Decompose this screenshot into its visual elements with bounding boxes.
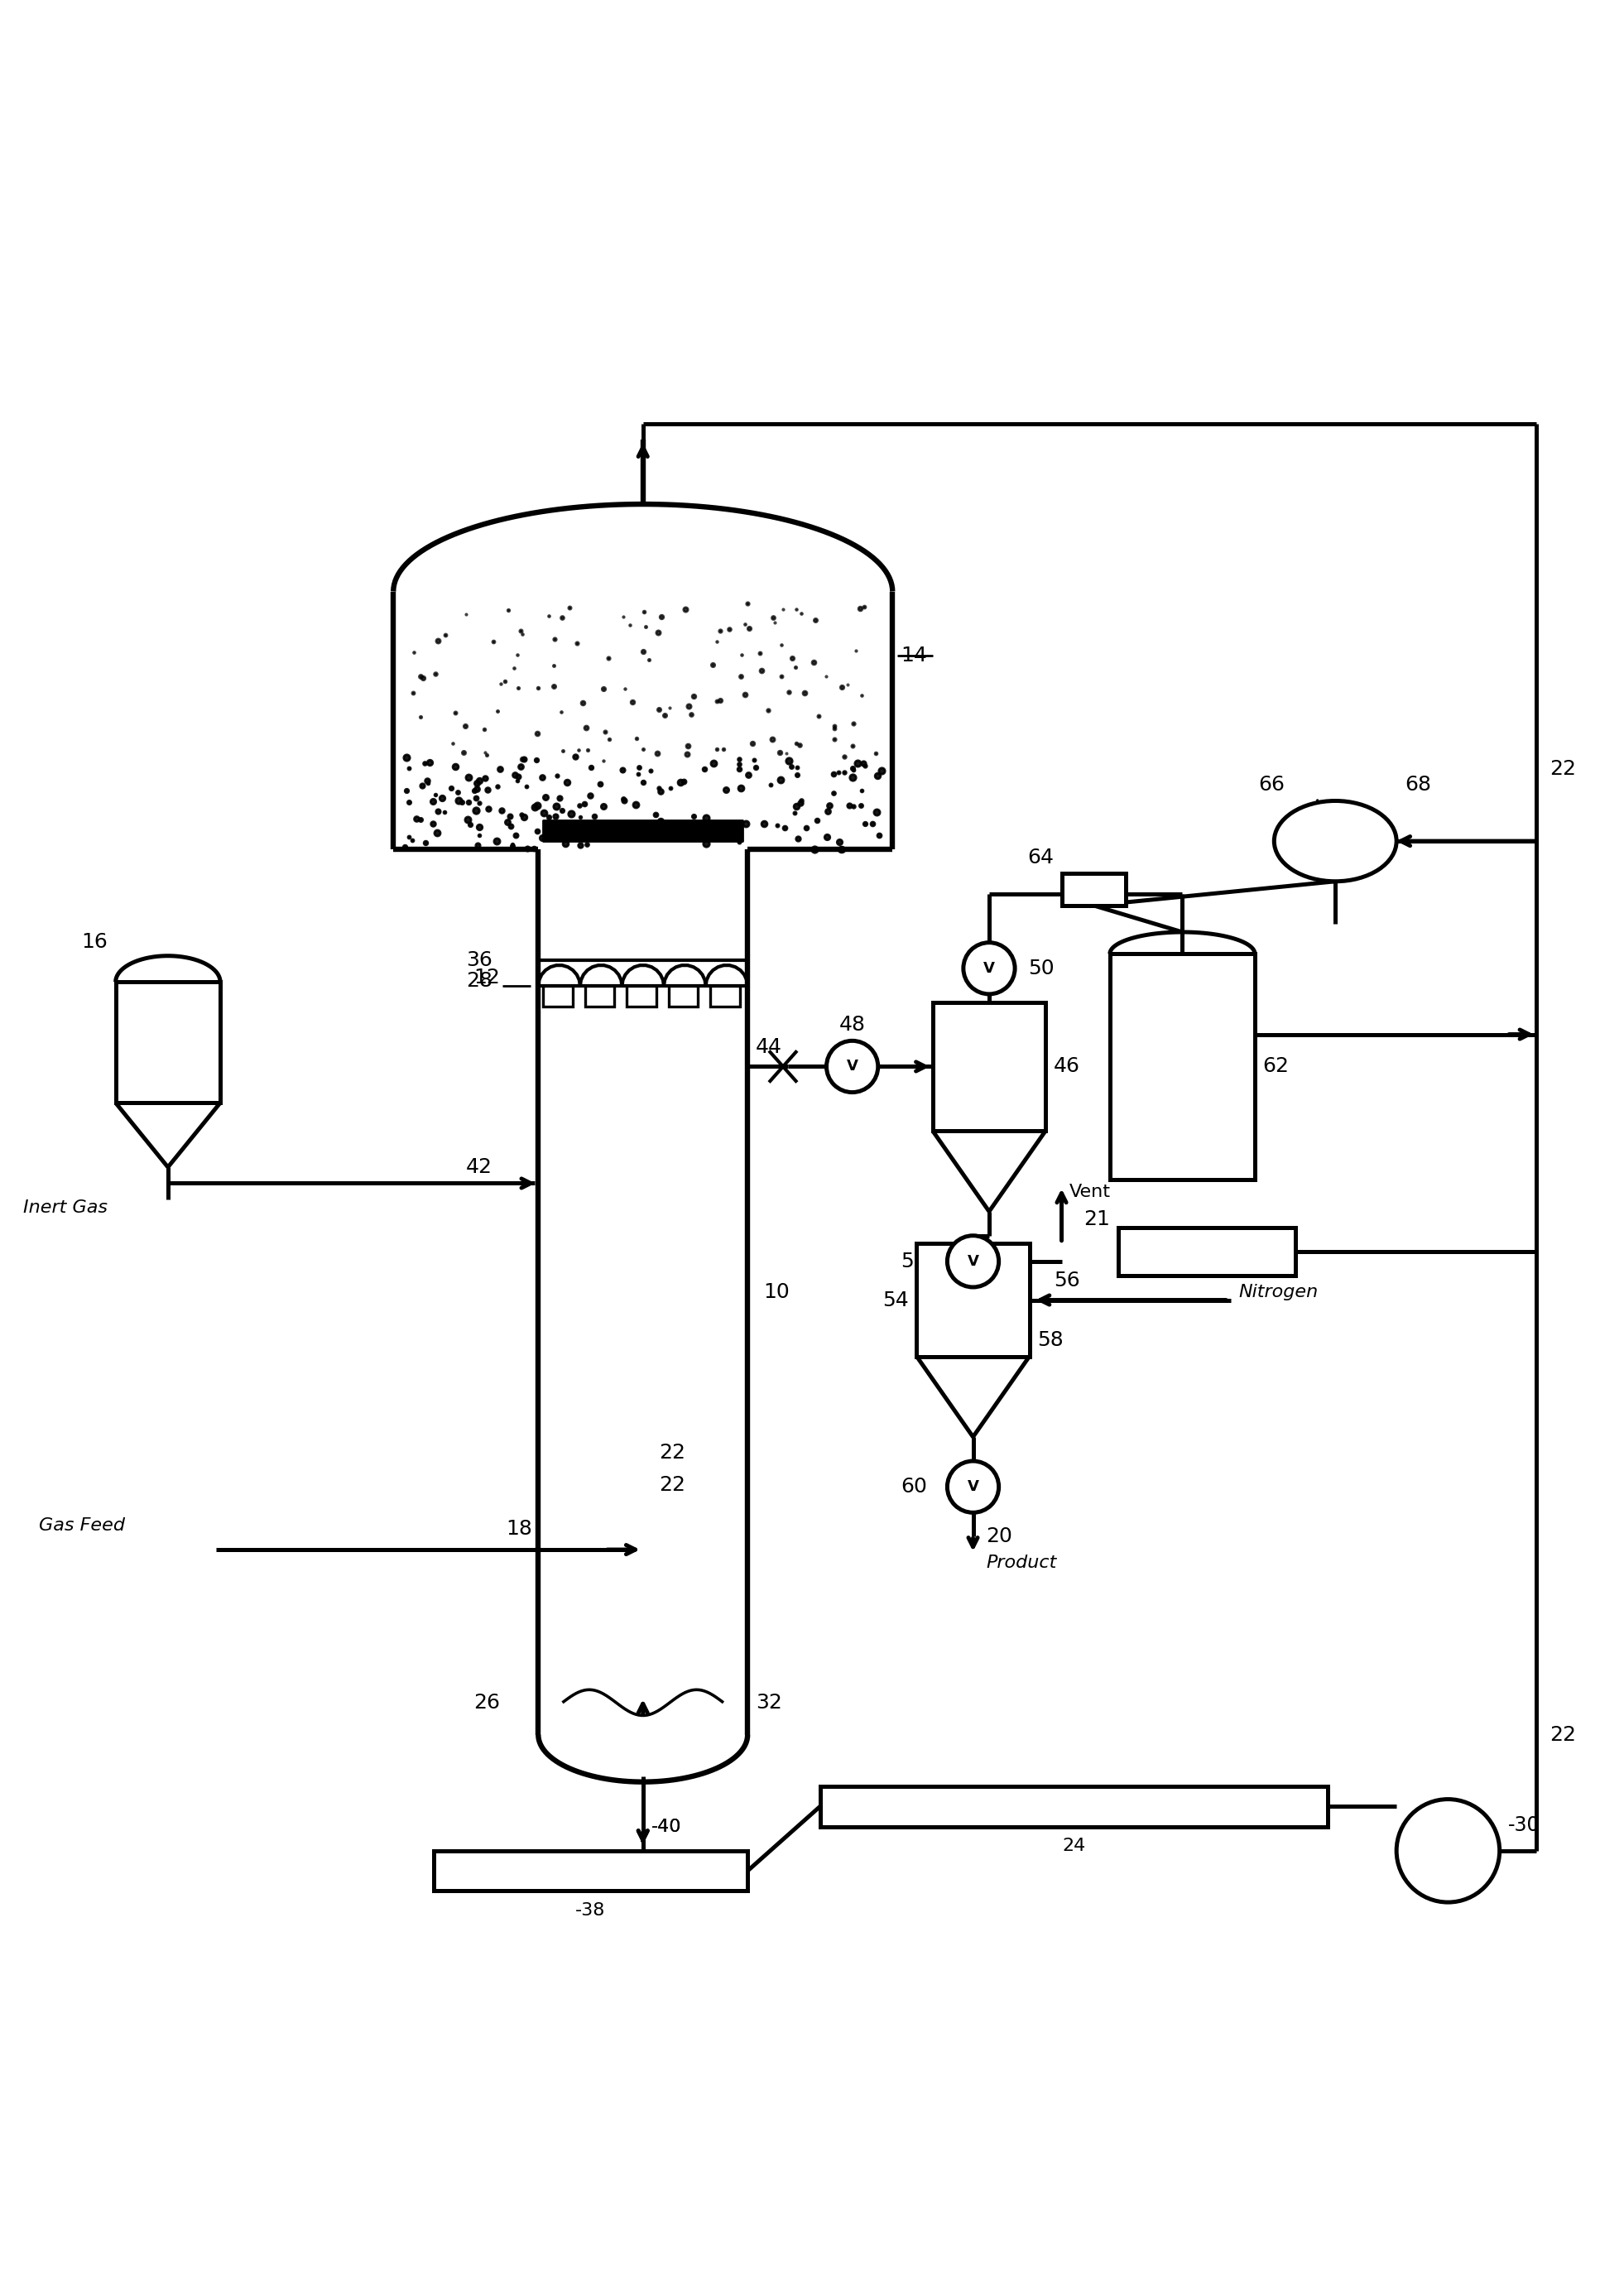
Text: 22: 22 bbox=[659, 1476, 685, 1494]
Text: 28: 28 bbox=[466, 970, 492, 991]
Text: 44: 44 bbox=[755, 1036, 783, 1057]
Text: 68: 68 bbox=[1405, 775, 1431, 795]
Text: 48: 48 bbox=[840, 1014, 866, 1034]
Text: 58: 58 bbox=[1038, 1330, 1064, 1351]
Bar bbox=[434, 1850, 747, 1891]
Ellipse shape bbox=[1275, 802, 1397, 882]
Text: V: V bbox=[968, 1478, 979, 1494]
Bar bbox=[932, 1002, 1046, 1130]
Bar bbox=[820, 1786, 1327, 1827]
Bar bbox=[669, 986, 698, 1007]
Text: -40: -40 bbox=[651, 1818, 680, 1834]
Text: 26: 26 bbox=[474, 1693, 500, 1713]
Text: 64: 64 bbox=[1026, 847, 1054, 868]
Text: 50: 50 bbox=[1028, 959, 1054, 977]
Text: V: V bbox=[984, 961, 996, 975]
Text: 10: 10 bbox=[763, 1283, 789, 1303]
Text: 21: 21 bbox=[1083, 1210, 1109, 1230]
Text: V: V bbox=[968, 1253, 979, 1269]
Text: Inert Gas: Inert Gas bbox=[23, 1198, 107, 1216]
Text: Product: Product bbox=[986, 1554, 1057, 1572]
Text: V: V bbox=[846, 1059, 857, 1073]
Bar bbox=[627, 986, 656, 1007]
Bar bbox=[585, 986, 614, 1007]
Text: 16: 16 bbox=[81, 932, 107, 952]
Circle shape bbox=[963, 943, 1015, 993]
Bar bbox=[1117, 1228, 1294, 1276]
Text: 46: 46 bbox=[1054, 1057, 1080, 1077]
Bar bbox=[115, 982, 221, 1103]
Text: 62: 62 bbox=[1263, 1057, 1289, 1077]
Circle shape bbox=[827, 1041, 879, 1093]
Bar bbox=[916, 1244, 1030, 1355]
Text: 36: 36 bbox=[466, 950, 492, 970]
Bar bbox=[1109, 954, 1255, 1180]
Circle shape bbox=[947, 1460, 999, 1513]
Text: -40: -40 bbox=[651, 1818, 680, 1834]
Text: -30: -30 bbox=[1507, 1816, 1540, 1834]
Text: 60: 60 bbox=[901, 1476, 927, 1497]
Circle shape bbox=[1397, 1800, 1499, 1902]
Bar bbox=[542, 986, 572, 1007]
Bar bbox=[1062, 872, 1125, 907]
Text: 32: 32 bbox=[755, 1693, 783, 1713]
Text: 22: 22 bbox=[659, 1442, 685, 1462]
Text: Nitrogen: Nitrogen bbox=[1239, 1285, 1319, 1301]
Text: 18: 18 bbox=[507, 1519, 533, 1538]
Text: Vent: Vent bbox=[1070, 1185, 1111, 1201]
Text: 12: 12 bbox=[474, 968, 500, 989]
Text: 66: 66 bbox=[1259, 775, 1285, 795]
Circle shape bbox=[947, 1235, 999, 1287]
Text: -38: -38 bbox=[575, 1902, 606, 1918]
Text: 14: 14 bbox=[901, 647, 927, 665]
Text: 52: 52 bbox=[901, 1251, 927, 1271]
Text: 22: 22 bbox=[1549, 1724, 1575, 1745]
Bar bbox=[711, 986, 741, 1007]
Text: 22: 22 bbox=[1549, 759, 1575, 779]
Text: Gas Feed: Gas Feed bbox=[39, 1517, 125, 1533]
Text: 56: 56 bbox=[1054, 1271, 1080, 1292]
Text: 42: 42 bbox=[466, 1157, 492, 1178]
Text: 20: 20 bbox=[986, 1526, 1012, 1547]
Text: 24: 24 bbox=[1062, 1838, 1085, 1854]
Text: 54: 54 bbox=[882, 1289, 908, 1310]
